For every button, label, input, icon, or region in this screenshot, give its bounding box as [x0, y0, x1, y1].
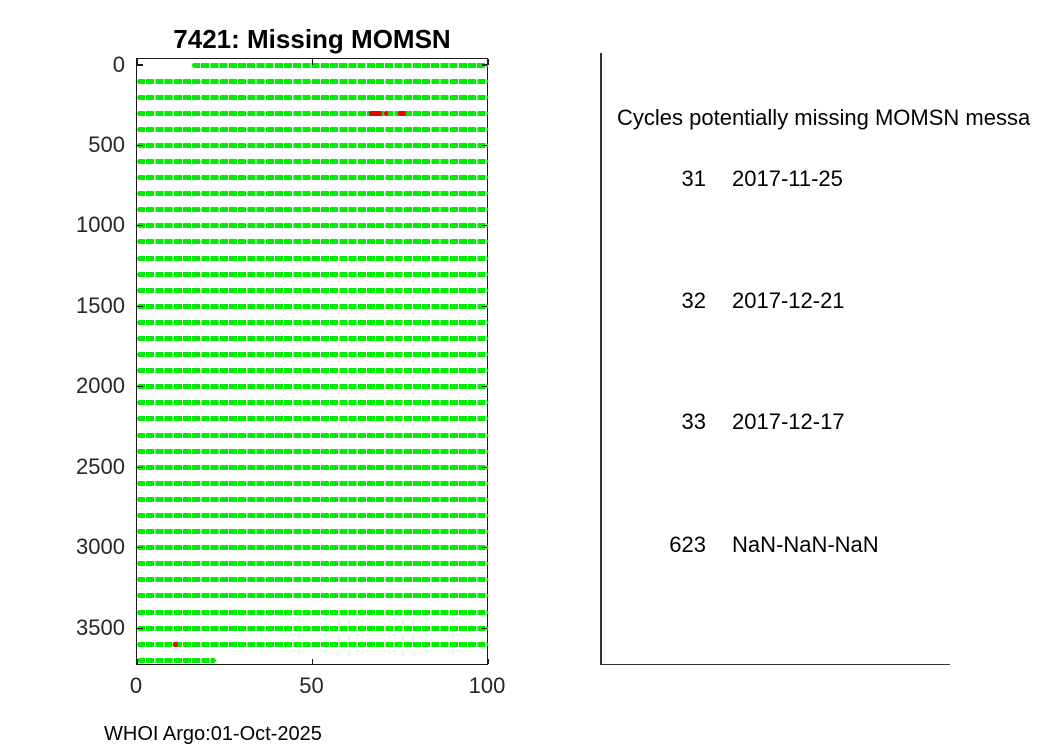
missing-marker: [369, 110, 382, 116]
data-row-line: [137, 480, 488, 486]
y-tick: [137, 386, 143, 388]
x-tick: [487, 59, 489, 65]
x-tick: [311, 59, 314, 65]
y-tick: [481, 547, 487, 549]
data-row-line: [137, 513, 488, 519]
data-row-line: [137, 303, 488, 309]
data-row-line: [137, 319, 488, 325]
x-tick: [487, 658, 489, 664]
y-tick-label: 2000: [76, 373, 125, 399]
x-tick: [136, 59, 138, 65]
y-tick: [137, 466, 143, 468]
y-tick: [137, 627, 143, 629]
watermark-text: WHOI Argo:01-Oct-2025: [104, 723, 322, 745]
y-tick-label: 2500: [76, 453, 125, 479]
data-row-line: [137, 110, 488, 116]
panel-bottom-border: [600, 663, 950, 665]
data-row-line: [192, 62, 488, 68]
data-row-line: [137, 609, 488, 615]
data-row-line: [137, 239, 488, 245]
y-tick-label: 1500: [76, 292, 125, 318]
y-tick: [481, 144, 487, 147]
data-row-line: [137, 625, 488, 631]
data-row-line: [137, 207, 488, 213]
data-row-line: [137, 657, 216, 663]
y-tick-label: 3500: [76, 614, 125, 640]
x-tick-label: 0: [129, 673, 143, 698]
y-tick: [481, 627, 487, 629]
y-tick-label: 0: [112, 51, 125, 77]
y-tick: [481, 225, 487, 227]
y-tick-label: 3000: [76, 534, 125, 560]
cycle-number: 33: [681, 409, 706, 434]
data-row-line: [137, 159, 488, 165]
cycle-date: NaN-NaN-NaN: [732, 532, 879, 557]
data-row-line: [137, 142, 488, 148]
x-tick-label: 100: [468, 673, 506, 698]
data-row-line: [137, 545, 488, 551]
data-row-line: [137, 641, 488, 647]
data-row-line: [137, 352, 488, 358]
data-row-line: [137, 448, 488, 454]
y-tick: [137, 144, 143, 147]
cycle-row: 623 NaN-NaN-NaN: [600, 531, 1020, 558]
y-tick: [137, 305, 143, 307]
plot-area: [136, 58, 489, 665]
y-tick: [481, 386, 487, 388]
data-row-line: [137, 593, 488, 599]
data-row-line: [137, 529, 488, 535]
x-tick-label: 50: [299, 673, 324, 698]
cycle-number: 31: [681, 166, 706, 191]
panel-header: Cycles potentially missing MOMSN messa: [617, 105, 1031, 130]
data-row-line: [137, 336, 488, 342]
data-row-line: [137, 191, 488, 197]
data-row-line: [137, 464, 488, 470]
panel-left-border: [600, 53, 602, 664]
missing-marker: [172, 641, 179, 647]
data-row-line: [137, 416, 488, 422]
y-tick: [137, 547, 143, 549]
data-row-line: [137, 496, 488, 502]
chart-title: 7421: Missing MOMSN: [173, 24, 451, 54]
data-row-line: [137, 78, 488, 84]
cycle-date: 2017-11-25: [732, 166, 843, 191]
y-tick-label: 500: [88, 131, 125, 157]
x-tick: [311, 658, 314, 664]
data-row-line: [137, 400, 488, 406]
cycle-row: 33 2017-12-17: [600, 408, 1020, 435]
cycle-row: 32 2017-12-21: [600, 287, 1020, 314]
data-row-line: [137, 577, 488, 583]
data-row-line: [137, 368, 488, 374]
data-row-line: [137, 255, 488, 261]
cycle-row: 31 2017-11-25: [600, 165, 1020, 192]
data-row-line: [137, 271, 488, 277]
y-tick-label: 1000: [76, 212, 125, 238]
missing-marker: [398, 110, 406, 116]
x-tick: [136, 658, 138, 664]
cycle-number: 623: [669, 532, 706, 557]
data-row-line: [137, 432, 488, 438]
y-tick: [137, 64, 143, 66]
data-row-line: [137, 561, 488, 567]
cycle-date: 2017-12-21: [732, 288, 845, 313]
data-row-line: [137, 94, 488, 100]
missing-marker: [384, 110, 389, 116]
y-tick: [137, 225, 143, 227]
data-row-line: [137, 287, 488, 293]
data-row-line: [137, 175, 488, 181]
cycle-date: 2017-12-17: [732, 409, 845, 434]
cycle-number: 32: [681, 288, 706, 313]
y-tick: [481, 305, 487, 307]
y-tick: [481, 466, 487, 468]
data-row-line: [137, 126, 488, 132]
data-row-line: [137, 223, 488, 229]
data-row-line: [137, 384, 488, 390]
y-tick: [481, 64, 487, 66]
